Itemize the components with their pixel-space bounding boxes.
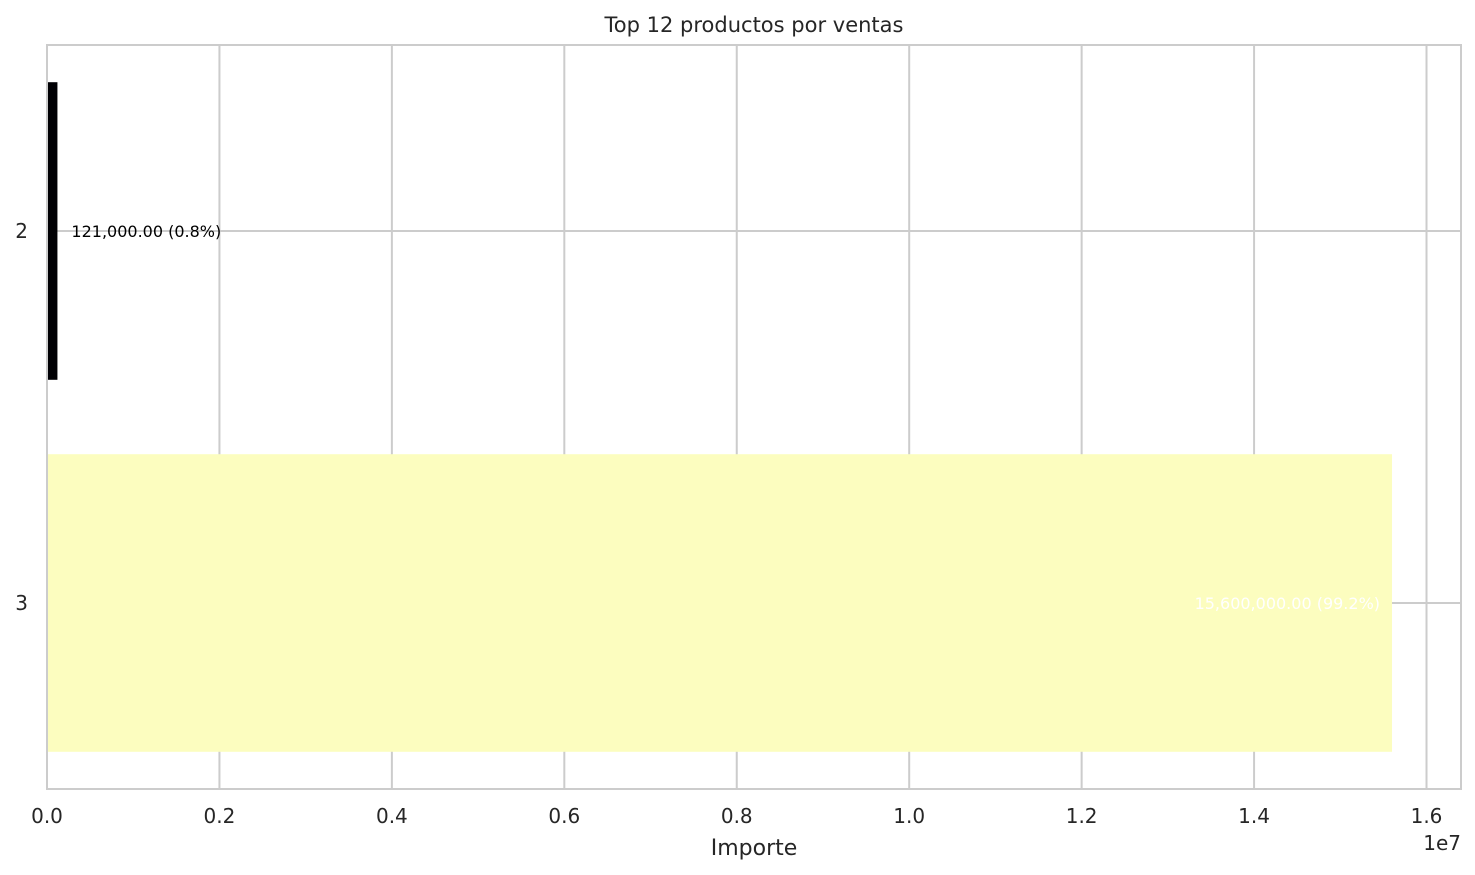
x-tick-label: 0.0 (31, 804, 63, 828)
x-tick-labels: 0.0 0.2 0.4 0.6 0.8 1.0 1.2 1.4 1.6 (31, 804, 1442, 828)
x-tick-label: 0.4 (376, 804, 408, 828)
y-tick-labels: 23 (15, 219, 28, 615)
x-tick-label: 1.2 (1066, 804, 1098, 828)
plot-frame (46, 44, 1462, 790)
x-axis-offset-label: 1e7 (1423, 831, 1461, 855)
bar (47, 454, 1393, 752)
x-tick-label: 1.6 (1411, 804, 1443, 828)
x-tick-label: 0.6 (548, 804, 580, 828)
chart-title: Top 12 productos por ventas (604, 13, 904, 37)
bar-value-label: 121,000.00 (0.8%) (71, 222, 221, 241)
x-tick-label: 0.2 (204, 804, 236, 828)
y-tick-label: 2 (15, 219, 28, 243)
x-tick-label: 1.4 (1238, 804, 1270, 828)
x-axis-label: Importe (711, 836, 798, 861)
bar-value-label: 15,600,000.00 (99.2%) (1195, 594, 1380, 613)
bars: 121,000.00 (0.8%) 15,600,000.00 (99.2%) (47, 82, 1393, 752)
x-tick-label: 0.8 (721, 804, 753, 828)
x-tick-label: 1.0 (893, 804, 925, 828)
y-tick-label: 3 (15, 591, 28, 615)
bar (47, 82, 58, 380)
